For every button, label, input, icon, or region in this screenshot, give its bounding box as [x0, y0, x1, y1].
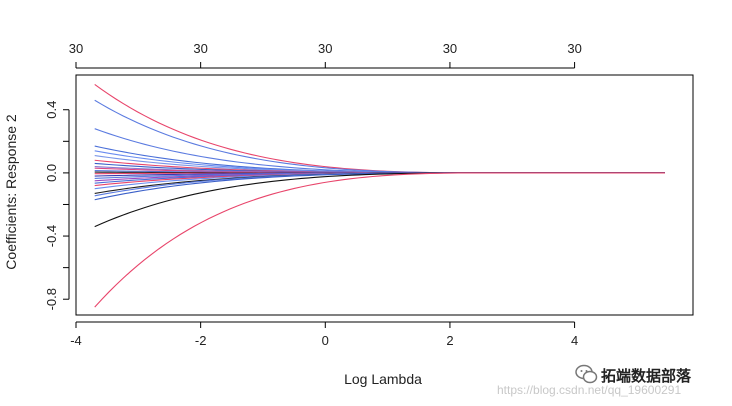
x-tick-label: -4	[70, 333, 82, 348]
watermark-url: https://blog.csdn.net/qq_19600291	[497, 383, 681, 397]
series-line-coef-02	[94, 99, 665, 174]
x-tick-label: 4	[571, 333, 578, 348]
y-tick-label: -0.4	[44, 225, 59, 247]
top-tick-label: 30	[193, 41, 207, 56]
watermark-brand: 拓端数据部落	[601, 367, 692, 385]
series-layer	[94, 84, 665, 308]
x-tick-label: 2	[446, 333, 453, 348]
x-tick-label: 0	[322, 333, 329, 348]
series-line-coef-01	[94, 84, 665, 174]
top-axis: 30 30 30 30 30	[69, 41, 582, 69]
y-tick-label: 0.0	[44, 164, 59, 182]
plot-frame	[75, 74, 694, 316]
top-tick-label: 30	[69, 41, 83, 56]
x-tick-label: -2	[195, 333, 207, 348]
watermark: https://blog.csdn.net/qq_19600291 拓端数据部落	[497, 364, 692, 397]
y-axis-title: Coefficients: Response 2	[3, 114, 19, 270]
series-line-coef-23	[94, 172, 665, 228]
top-tick-label: 30	[318, 41, 332, 56]
top-tick-label: 30	[443, 41, 457, 56]
wechat-icon	[575, 364, 598, 384]
x-axis: -4 -2 0 2 4	[70, 321, 578, 348]
top-tick-label: 30	[567, 41, 581, 56]
x-axis-title: Log Lambda	[344, 371, 422, 387]
y-tick-label: -0.8	[44, 288, 59, 310]
y-tick-label: 0.4	[44, 101, 59, 119]
series-line-coef-03	[94, 128, 665, 174]
series-line-coef-24	[94, 172, 665, 308]
y-axis: -0.8 -0.4 0.0 0.4	[44, 101, 70, 310]
